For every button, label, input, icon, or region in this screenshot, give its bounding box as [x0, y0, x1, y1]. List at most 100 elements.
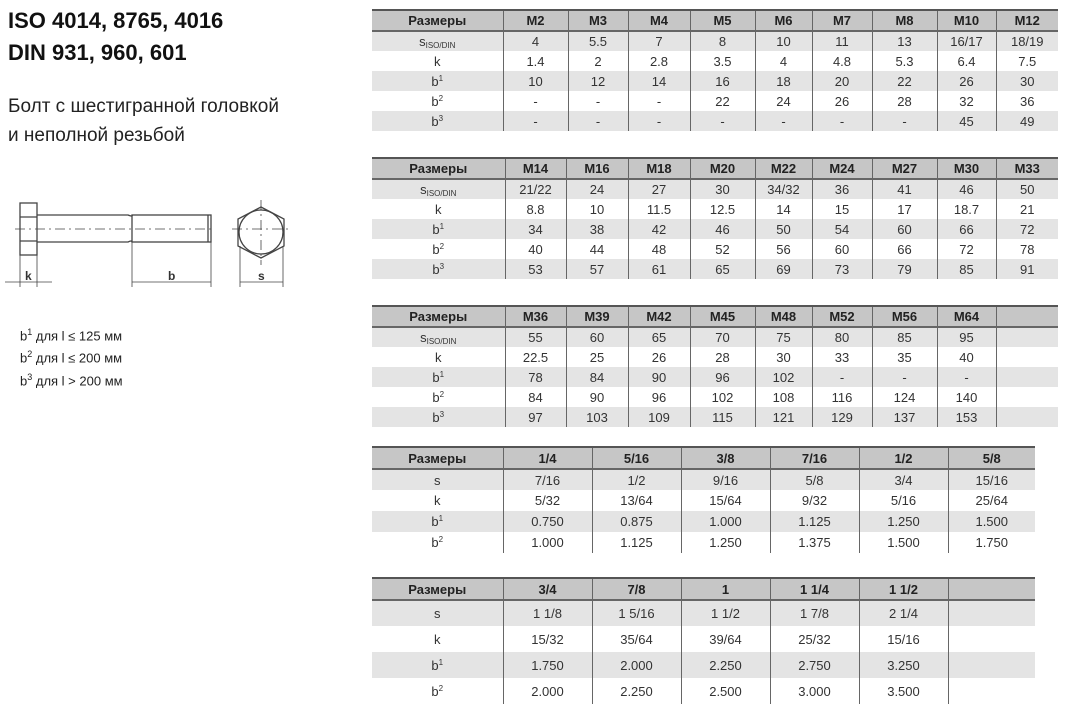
table-cell: 30 — [754, 347, 812, 367]
table-cell: 36 — [995, 91, 1058, 111]
row-label: b2 — [432, 241, 445, 257]
table-cell: 2 — [567, 51, 628, 71]
table-row: sISO/DIN 4 5.5 7 8 10 11 13 16/17 18/19 — [372, 31, 1058, 51]
size-column-header: 3/4 — [502, 578, 592, 601]
table-cell: 9/16 — [680, 469, 770, 490]
table-row: b2 1.000 1.125 1.250 1.375 1.500 1.750 — [372, 532, 1035, 553]
row-label: k — [434, 493, 441, 508]
row-label: b3 — [372, 111, 503, 131]
size-column-header — [995, 306, 1058, 328]
table-cell: 18/19 — [995, 31, 1058, 51]
table-cell: 13 — [871, 31, 937, 51]
table-cell: 22.5 — [504, 347, 566, 367]
table-cell: - — [871, 367, 937, 387]
table-cell: 90 — [565, 387, 628, 407]
table-cell: 73 — [811, 259, 872, 279]
table-cell: 95 — [936, 327, 996, 347]
table-cell: 61 — [627, 259, 690, 279]
table-cell: 2 1/4 — [858, 600, 948, 626]
header-label: Размеры — [372, 306, 505, 328]
table-cell: 14 — [754, 199, 812, 219]
dimensions-table-1: Размеры M2 M3 M4 M5 M6 M7 M8 M10 M12 sISO/DIN 4 5.5 7… — [372, 9, 1058, 131]
table-row: b3 53 57 61 65 69 73 79 85 91 — [372, 259, 1058, 279]
table-cell: 44 — [565, 239, 628, 259]
table-cell: 17 — [871, 199, 937, 219]
table-cell: 18.7 — [936, 199, 996, 219]
table-cell: 4 — [754, 51, 812, 71]
dimension-s-label: s — [258, 269, 265, 283]
table-cell: 14 — [627, 71, 690, 91]
table-cell: - — [689, 111, 755, 131]
table-header-row: Размеры 1/4 5/16 3/8 7/16 1/2 5/8 — [372, 447, 1035, 470]
row-label: k — [434, 631, 441, 647]
table-row: b1 34 38 42 46 50 54 60 66 72 — [372, 219, 1058, 239]
header-label: Размеры — [372, 158, 505, 180]
table-cell: 124 — [871, 387, 937, 407]
size-column-header: M14 — [504, 158, 566, 180]
table-cell: 5/16 — [858, 490, 948, 511]
row-label: b3 — [372, 259, 505, 279]
table-cell: 0.875 — [591, 511, 681, 532]
table-cell: 6.4 — [936, 51, 996, 71]
table-cell: 1.250 — [680, 532, 770, 553]
size-column-header: M56 — [871, 306, 937, 328]
table-cell: - — [627, 91, 690, 111]
table-cell: 20 — [811, 71, 872, 91]
table-cell: 7/16 — [502, 469, 592, 490]
table-row: b1 78 84 90 96 102- - - — [372, 367, 1058, 387]
table-header-row: Размеры M36 M39 M42 M45 M48 M52 M56 M64 — [372, 306, 1058, 328]
row-label: k — [435, 349, 442, 365]
table-cell: 16 — [689, 71, 755, 91]
table-cell: 79 — [871, 259, 937, 279]
table-cell: - — [811, 367, 872, 387]
size-column-header: M22 — [754, 158, 812, 180]
row-label: k — [435, 201, 442, 217]
table-cell: 85 — [871, 327, 937, 347]
row-label: b1 — [372, 71, 503, 91]
row-label: sISO/DIN — [372, 179, 505, 199]
size-column-header: M42 — [627, 306, 690, 328]
size-column-header: M48 — [754, 306, 812, 328]
table-cell: 38 — [565, 219, 628, 239]
table-cell: - — [627, 111, 690, 131]
size-column-header: M10 — [936, 10, 996, 32]
dimension-b-label: b — [168, 269, 175, 283]
table-row: k 8.8 10 11.5 12.5 14 15 17 18.7 21 — [372, 199, 1058, 219]
table-cell: 137 — [871, 407, 937, 427]
table-cell: 35/64 — [591, 626, 681, 652]
size-column-header: M12 — [995, 10, 1058, 32]
row-label: k — [434, 53, 441, 69]
table-cell: 78 — [504, 367, 566, 387]
table-cell: - — [811, 111, 872, 131]
thread-length-notes: b1 для l ≤ 125 мм b2 для l ≤ 200 мм b3 д… — [20, 323, 123, 390]
table-cell: 34 — [504, 219, 566, 239]
table-cell: 57 — [565, 259, 628, 279]
table-cell — [947, 652, 1035, 678]
table-cell: 1.125 — [591, 532, 681, 553]
size-column-header: M20 — [689, 158, 755, 180]
table-cell: 5.5 — [567, 31, 628, 51]
dimensions-table-4: Размеры 1/4 5/16 3/8 7/16 1/2 5/8 s 7/16 1/2 9/16 5… — [372, 446, 1035, 553]
table-cell: 28 — [871, 91, 937, 111]
table-cell: 15/32 — [502, 626, 592, 652]
table-cell: 52 — [689, 239, 755, 259]
table-row: b3 97 103 109 115 121 129 137 153 — [372, 407, 1058, 427]
table-cell: 12 — [567, 71, 628, 91]
row-label: b2 — [432, 389, 445, 405]
table-cell: 84 — [565, 367, 628, 387]
table-cell: 5/32 — [502, 490, 592, 511]
row-label: s — [372, 600, 503, 626]
table-cell: 97 — [504, 407, 566, 427]
table-cell: 27 — [627, 179, 690, 199]
table-cell: 140 — [936, 387, 996, 407]
table-cell: 85 — [936, 259, 996, 279]
table-cell: 25/32 — [769, 626, 859, 652]
table-cell — [995, 387, 1058, 407]
table-cell: 39/64 — [680, 626, 770, 652]
table-cell: 129 — [811, 407, 872, 427]
table-cell: 116 — [811, 387, 872, 407]
table-cell: 55 — [504, 327, 566, 347]
table-cell: 49 — [995, 111, 1058, 131]
size-column-header: 7/16 — [769, 447, 859, 470]
row-label: b2 — [431, 683, 444, 699]
